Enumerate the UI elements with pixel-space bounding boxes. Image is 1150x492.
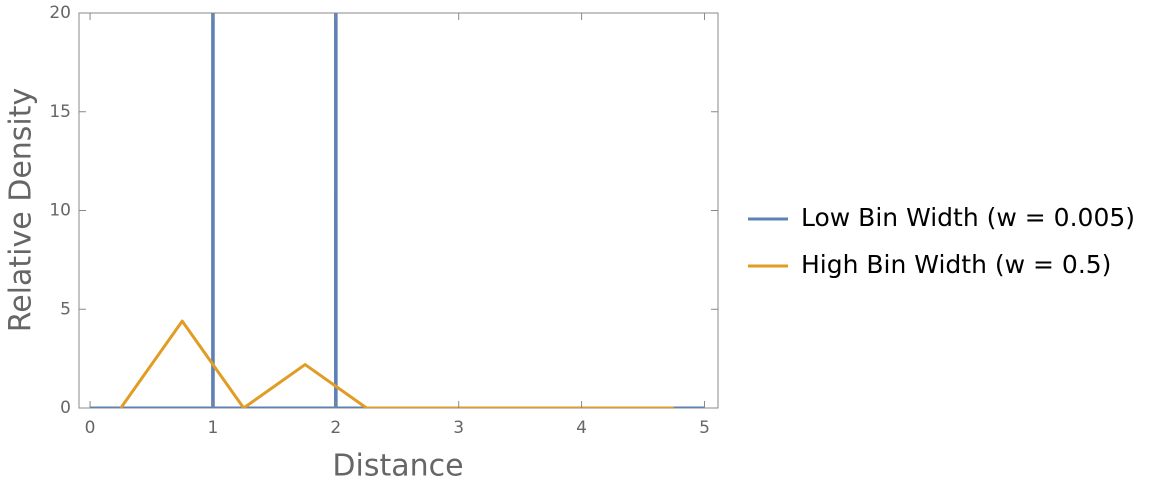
y-tick-label: 20: [49, 3, 71, 23]
legend-label: Low Bin Width (w = 0.005): [801, 203, 1135, 232]
y-tick-label: 0: [60, 398, 71, 418]
x-tick-label: 4: [576, 418, 587, 438]
x-tick-label: 3: [453, 418, 464, 438]
y-tick-label: 5: [60, 299, 71, 319]
x-tick-label: 2: [330, 418, 341, 438]
x-axis-label: Distance: [332, 449, 463, 484]
series-line: [119, 319, 674, 408]
x-tick-label: 5: [699, 418, 710, 438]
legend-label: High Bin Width (w = 0.5): [801, 250, 1111, 279]
plot-area: [90, 13, 705, 408]
y-tick-label: 10: [49, 201, 71, 221]
x-tick-label: 1: [208, 418, 219, 438]
series-line: [90, 13, 705, 408]
plot-frame: [78, 12, 719, 409]
y-tick-label: 15: [49, 102, 71, 122]
y-axis-label: Relative Density: [4, 88, 39, 333]
x-tick-label: 0: [85, 418, 96, 438]
